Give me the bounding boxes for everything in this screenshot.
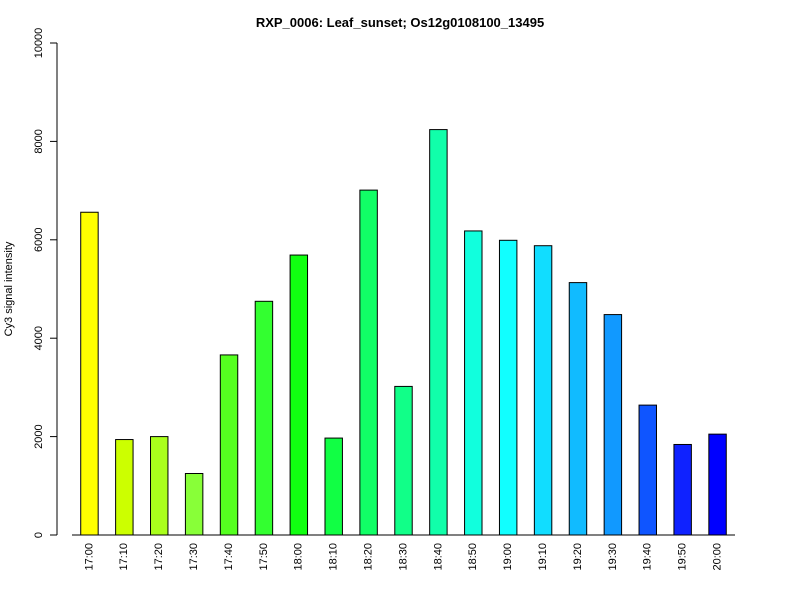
y-tick-label: 8000 [33, 129, 45, 153]
bar-1810 [324, 437, 343, 536]
x-tick-label: 18:10 [328, 543, 340, 571]
bar-1740 [219, 354, 239, 536]
bar-1750 [254, 300, 274, 536]
bar-1800 [289, 254, 309, 536]
x-tick-label: 18:20 [363, 543, 375, 571]
bar-1840 [429, 129, 448, 536]
x-tick-label: 17:00 [83, 543, 95, 571]
x-tick-label: 18:50 [467, 543, 479, 571]
x-tick-label: 20:00 [711, 543, 723, 571]
bar-1820 [359, 189, 378, 536]
bar-1850 [464, 230, 483, 536]
bar-1730 [184, 473, 204, 536]
bar-1720 [150, 436, 169, 536]
y-axis-label: Cy3 signal intensity [3, 241, 15, 336]
x-tick-label: 18:30 [397, 543, 409, 571]
x-tick-label: 17:20 [153, 543, 165, 571]
x-tick-label: 19:50 [677, 543, 689, 571]
x-tick-labels-group: 17:00 17:10 17:20 17:30 17:40 17:50 18:00 18:10… [83, 543, 723, 571]
bar-1930 [603, 314, 623, 536]
bar-1950 [673, 443, 692, 536]
bars-group [80, 129, 727, 536]
y-axis: 0 2000 4000 6000 8000 10000 [33, 28, 58, 538]
x-tick-label: 17:40 [223, 543, 235, 571]
y-tick-label: 10000 [33, 28, 45, 59]
bar-1910 [533, 245, 553, 536]
y-tick-label: 2000 [33, 424, 45, 448]
bar-1920 [568, 282, 588, 536]
x-tick-label: 17:10 [118, 543, 130, 571]
x-tick-label: 18:00 [293, 543, 305, 571]
x-tick-label: 18:40 [432, 543, 444, 571]
bar-1830 [394, 385, 413, 536]
bar-1710 [115, 439, 134, 536]
bar-2000 [708, 433, 727, 536]
x-tick-label: 19:40 [642, 543, 654, 571]
bar-1700 [80, 211, 99, 536]
x-tick-label: 19:30 [607, 543, 619, 571]
x-tick-label: 17:50 [258, 543, 270, 571]
x-tick-label: 19:10 [537, 543, 549, 571]
x-tick-label: 19:20 [572, 543, 584, 571]
y-tick-label: 6000 [33, 228, 45, 252]
bar-1940 [638, 404, 657, 536]
x-tick-label: 17:30 [188, 543, 200, 571]
y-tick-label: 0 [33, 532, 45, 538]
x-tick-label: 19:00 [502, 543, 514, 571]
chart-title: RXP_0006: Leaf_sunset; Os12g0108100_1349… [256, 15, 544, 30]
y-tick-label: 4000 [33, 326, 45, 350]
bar-1900 [498, 239, 518, 536]
